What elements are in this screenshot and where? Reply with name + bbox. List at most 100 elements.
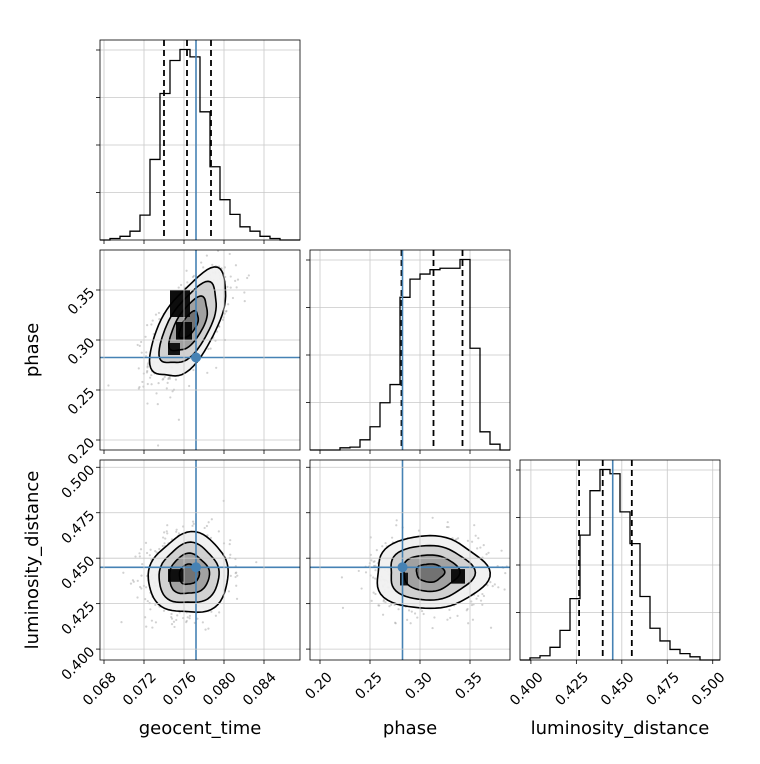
sample-point [477, 537, 480, 540]
sample-point [229, 286, 232, 289]
sample-point [140, 351, 143, 354]
sample-point [141, 380, 144, 384]
sample-point [433, 616, 436, 619]
sample-point [177, 286, 180, 289]
sample-point [192, 368, 195, 372]
sample-point [205, 524, 209, 528]
y-axis-label-phase: phase [22, 323, 43, 377]
sample-point [146, 382, 149, 386]
sample-point [139, 585, 142, 589]
sample-point [384, 542, 387, 545]
sample-point [164, 537, 167, 540]
sample-point [422, 612, 425, 616]
density-panel-phase-luminosity_distance [310, 460, 512, 660]
sample-point [158, 318, 161, 321]
sample-point [382, 600, 385, 603]
x-tick-label-luminosity_distance: 0.425 [552, 669, 592, 709]
sample-point [236, 278, 240, 281]
sample-point [384, 601, 387, 604]
sample-point [210, 518, 213, 521]
sample-point [170, 615, 173, 619]
sample-point [206, 534, 209, 537]
sample-point [170, 612, 173, 616]
sample-point [235, 584, 238, 587]
sample-point [145, 586, 148, 589]
x-tick-label-geocent_time: 0.076 [160, 669, 200, 709]
sample-point [374, 577, 377, 580]
sample-point [482, 544, 485, 547]
sample-point [456, 614, 459, 618]
sample-point [203, 526, 206, 530]
sample-point [445, 525, 449, 529]
sample-point [174, 378, 178, 381]
sample-point [175, 528, 178, 531]
sample-point [221, 318, 225, 321]
sample-point [503, 588, 506, 591]
sample-point [479, 546, 482, 549]
sample-point [378, 604, 381, 607]
sample-point [234, 572, 237, 575]
sample-point [176, 614, 179, 617]
sample-point [149, 376, 152, 379]
density-panel-phase-luminosity_distance-frame [309, 459, 511, 661]
sample-point [207, 627, 210, 630]
sample-point [191, 520, 195, 523]
contour-line [402, 554, 461, 593]
sample-point [166, 532, 169, 535]
sample-point [225, 309, 228, 313]
sample-point [162, 536, 165, 539]
sample-point [157, 444, 160, 447]
hist-panel-phase-frame [309, 249, 511, 451]
sample-point [207, 347, 210, 351]
sample-point [154, 550, 157, 553]
sample-point [136, 343, 139, 347]
sample-point [146, 366, 149, 369]
sample-point [455, 538, 458, 541]
sample-point [372, 576, 375, 579]
sample-point [122, 571, 125, 574]
sample-point [470, 600, 473, 603]
sample-point [138, 552, 141, 555]
sample-point [470, 540, 474, 543]
sample-point [151, 626, 154, 629]
sample-point [150, 619, 154, 622]
sample-point [163, 542, 166, 545]
sample-point [236, 574, 239, 577]
sample-point [395, 524, 398, 527]
sample-point [231, 242, 233, 244]
sample-point [167, 377, 170, 381]
y-tick-label-phase: 0.25 [65, 385, 98, 418]
sample-point [163, 375, 166, 379]
sample-point [227, 303, 230, 306]
sample-point [154, 603, 157, 607]
sample-point [243, 300, 246, 303]
hist-panel-geocent_time-frame [99, 39, 301, 241]
density-peak-cell [400, 572, 408, 586]
sample-point [192, 522, 195, 525]
sample-point [235, 597, 239, 600]
sample-point [394, 622, 397, 625]
sample-point [206, 371, 209, 374]
sample-point [510, 560, 512, 562]
y-tick-label-luminosity_distance: 0.475 [59, 508, 99, 548]
sample-point [144, 616, 147, 619]
contour-line [148, 266, 227, 377]
sample-point [446, 521, 449, 524]
sample-point [409, 622, 412, 625]
sample-point [485, 553, 488, 556]
sample-point [473, 524, 476, 527]
sample-point [155, 551, 158, 554]
sample-point [486, 584, 489, 587]
sample-point [234, 575, 237, 579]
sample-point [395, 519, 398, 522]
sample-point [382, 598, 386, 602]
sample-point [413, 612, 417, 615]
sample-point [185, 619, 188, 623]
sample-point [377, 604, 380, 607]
x-tick-label-phase: 0.20 [302, 669, 335, 702]
sample-point [446, 618, 449, 621]
sample-point [449, 616, 452, 619]
sample-point [248, 241, 250, 243]
sample-point [157, 311, 161, 315]
sample-point [474, 534, 477, 537]
